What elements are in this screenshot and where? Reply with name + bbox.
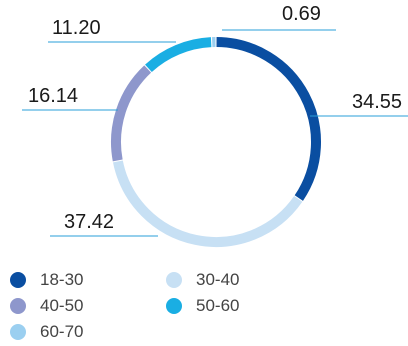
legend-swatch: [10, 272, 26, 288]
data-label: 16.14: [28, 85, 78, 107]
chart-legend: 18-30 30-40 40-50 50-60 60-70: [0, 262, 408, 344]
legend-swatch: [10, 324, 26, 340]
legend-item-60-70: 60-70: [10, 318, 83, 346]
legend-label: 60-70: [40, 322, 83, 342]
legend-label: 18-30: [40, 270, 83, 290]
donut-slice-30-40: [118, 161, 298, 242]
legend-label: 30-40: [196, 270, 239, 290]
legend-item-40-50: 40-50: [10, 292, 83, 320]
data-label: 34.55: [352, 91, 402, 113]
legend-item-50-60: 50-60: [166, 292, 239, 320]
legend-swatch: [166, 272, 182, 288]
legend-swatch: [10, 298, 26, 314]
donut-slice-50-60: [148, 42, 211, 68]
donut-slice-40-50: [116, 69, 148, 160]
legend-label: 40-50: [40, 296, 83, 316]
donut-slice-18-30: [217, 42, 316, 198]
legend-label: 50-60: [196, 296, 239, 316]
data-label: 37.42: [64, 211, 114, 233]
data-label: 11.20: [52, 17, 101, 39]
legend-swatch: [166, 298, 182, 314]
legend-item-30-40: 30-40: [166, 266, 239, 294]
legend-item-18-30: 18-30: [10, 266, 83, 294]
data-label: 0.69: [282, 3, 321, 25]
